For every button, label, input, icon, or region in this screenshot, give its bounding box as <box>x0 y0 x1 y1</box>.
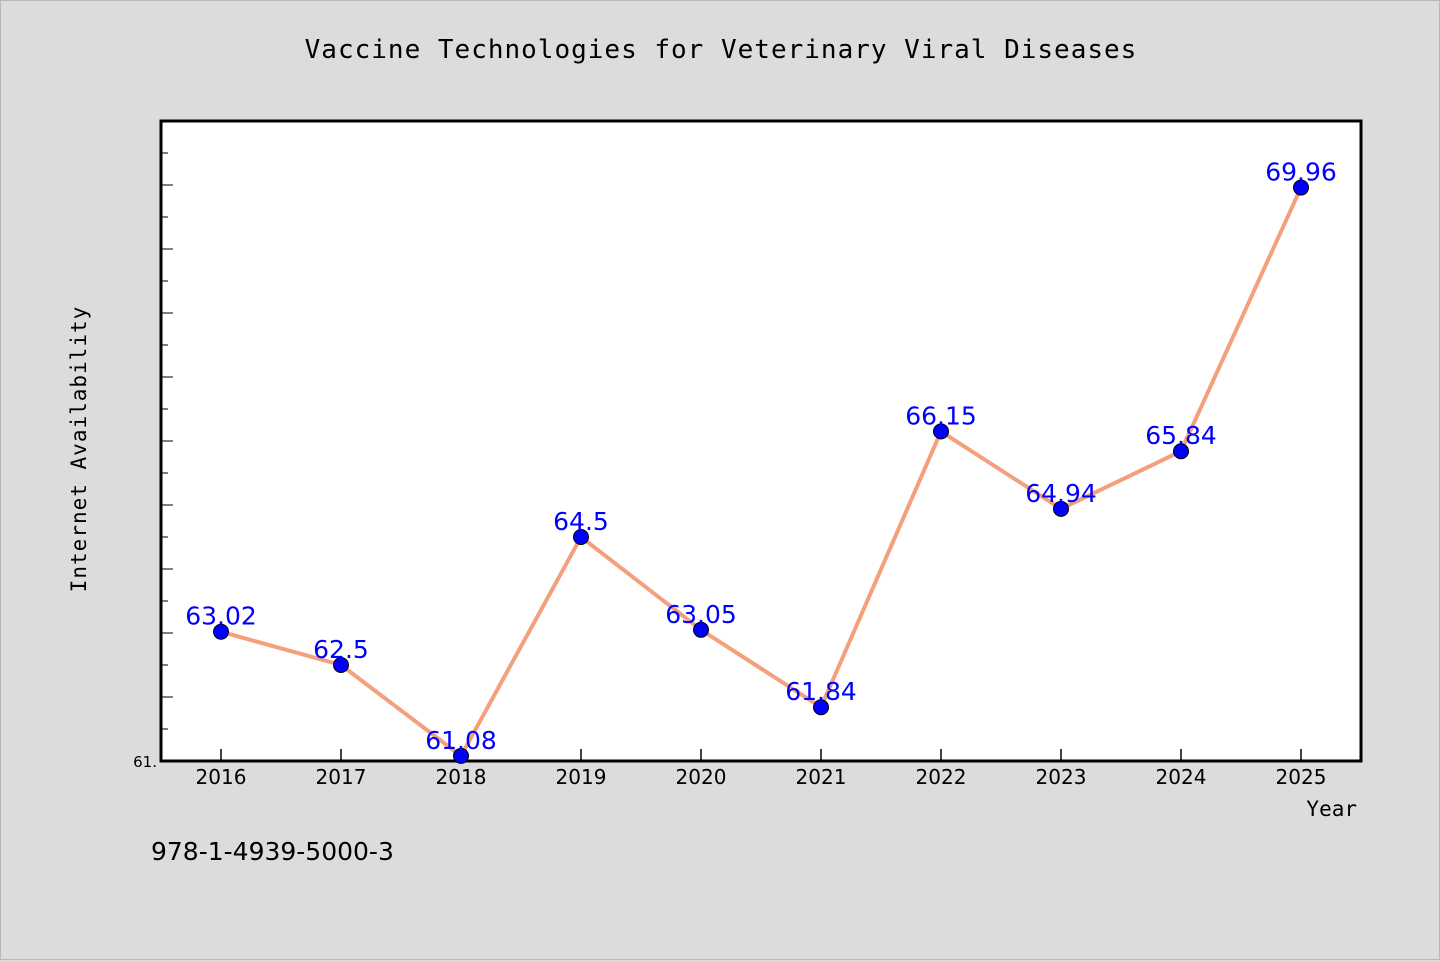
data-label: 63.02 <box>185 602 257 631</box>
data-point <box>1173 443 1189 460</box>
footer-code: 978-1-4939-5000-3 <box>151 837 394 866</box>
data-point <box>573 529 589 545</box>
x-tick-label: 2022 <box>916 765 967 789</box>
y-tick-label: 61. <box>133 753 157 771</box>
data-label: 61.08 <box>425 726 497 755</box>
data-point <box>1053 500 1069 517</box>
data-label: 64.5 <box>553 507 609 536</box>
chart-title: Vaccine Technologies for Veterinary Vira… <box>304 35 1138 65</box>
plot-area <box>159 119 1363 763</box>
data-point <box>213 623 229 640</box>
x-tick-label: 2024 <box>1156 765 1207 789</box>
data-label: 64.94 <box>1025 479 1097 508</box>
x-tick-label: 2023 <box>1036 765 1087 789</box>
data-point <box>693 621 709 638</box>
x-tick-label: 2020 <box>676 765 727 789</box>
x-axis-label: Year <box>1306 797 1357 821</box>
series-line <box>220 186 1303 758</box>
data-label: 62.5 <box>313 635 369 664</box>
data-point <box>1293 179 1309 196</box>
x-tick-label: 2018 <box>436 765 487 789</box>
data-point <box>453 747 469 764</box>
data-point <box>933 423 949 440</box>
data-label: 61.84 <box>785 677 857 706</box>
x-tick-label: 2016 <box>196 765 247 789</box>
x-tick-label: 2021 <box>796 765 847 789</box>
data-label: 63.05 <box>665 600 737 629</box>
x-tick-label: 2017 <box>316 765 367 789</box>
data-label: 69.96 <box>1265 158 1337 187</box>
data-point <box>813 699 829 716</box>
x-tick-label: 2025 <box>1276 765 1327 789</box>
data-label: 65.84 <box>1145 421 1217 450</box>
data-point <box>333 657 349 673</box>
x-tick-label: 2019 <box>556 765 607 789</box>
data-label: 66.15 <box>905 401 977 430</box>
